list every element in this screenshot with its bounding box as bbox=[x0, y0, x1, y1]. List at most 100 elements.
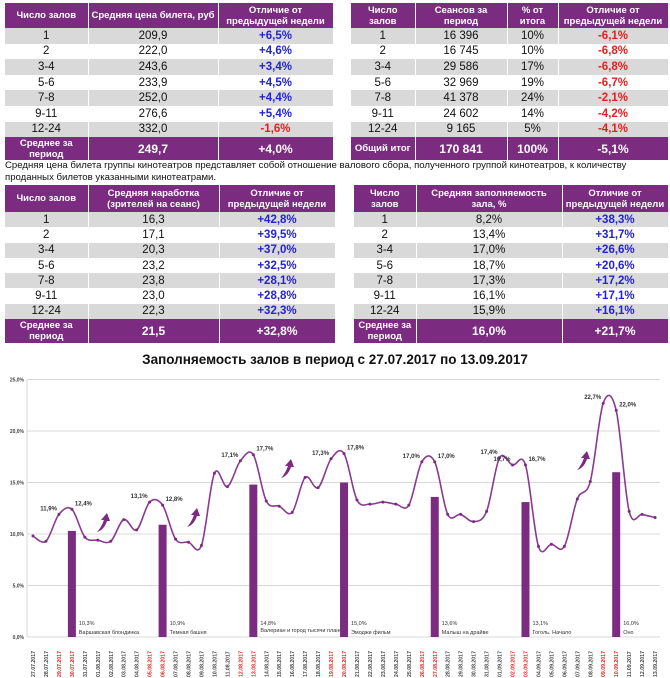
value-cell: 15,9% bbox=[416, 303, 563, 320]
data-label: 16,7% bbox=[528, 457, 546, 463]
bar-value-label: 16,0% bbox=[623, 621, 639, 627]
x-tick-label: 16.08.2017 bbox=[290, 651, 296, 677]
value-cell: 10% bbox=[507, 28, 559, 44]
x-tick-label: 12.08.2017 bbox=[238, 651, 244, 677]
occupancy-table: Число залов Средняя заполняемость зала, %… bbox=[354, 185, 669, 344]
x-tick-label: 09.08.2017 bbox=[199, 651, 205, 677]
column-header: Число залов bbox=[5, 185, 89, 212]
data-point bbox=[407, 503, 411, 507]
change-cell: +32,5% bbox=[219, 257, 336, 274]
halls-cell: 7-8 bbox=[354, 273, 417, 289]
x-tick-label: 28.08.2017 bbox=[446, 651, 452, 677]
value-cell: 22,3 bbox=[88, 303, 220, 320]
table-row: 9-11 24 602 14% -4,2% bbox=[351, 105, 669, 122]
value-cell: 17,0% bbox=[416, 242, 563, 258]
x-tick-label: 05.09.2017 bbox=[549, 651, 555, 677]
table-row: 12-24 332,0 -1,6% bbox=[5, 121, 334, 138]
x-tick-label: 31.07.2017 bbox=[83, 651, 89, 677]
total-value: 100% bbox=[507, 137, 559, 161]
value-cell: 20,3 bbox=[88, 242, 220, 258]
table-row: 7-8 17,3% +17,2% bbox=[354, 273, 669, 289]
table-row: 5-6 233,9 +4,5% bbox=[5, 74, 334, 91]
x-tick-label: 10.08.2017 bbox=[212, 651, 218, 677]
value-cell: 23,2 bbox=[88, 257, 220, 274]
price-table: Число залов Средняя цена билета, руб Отлич… bbox=[5, 3, 334, 161]
halls-cell: 2 bbox=[5, 43, 89, 60]
y-tick-label: 5,0% bbox=[13, 584, 25, 590]
x-tick-label: 31.08.2017 bbox=[485, 651, 491, 677]
halls-cell: 12-24 bbox=[5, 121, 89, 138]
data-point bbox=[277, 504, 281, 508]
y-tick-label: 0,0% bbox=[13, 635, 25, 641]
table-row: 9-11 276,6 +5,4% bbox=[5, 105, 334, 122]
bar bbox=[612, 472, 621, 637]
data-label: 17,8% bbox=[347, 446, 365, 452]
data-point bbox=[433, 460, 437, 464]
y-tick-label: 15,0% bbox=[10, 481, 25, 487]
data-point bbox=[148, 500, 152, 504]
data-point bbox=[640, 512, 644, 516]
data-point bbox=[381, 500, 385, 504]
data-point bbox=[83, 535, 87, 539]
data-point bbox=[225, 485, 229, 489]
total-value: -5,1% bbox=[558, 137, 669, 161]
attendance-table: Число залов Средняя наработка (зрителей н… bbox=[5, 185, 336, 344]
halls-cell: 1 bbox=[5, 212, 89, 228]
change-cell: -6,8% bbox=[558, 43, 669, 60]
value-cell: 8,2% bbox=[416, 212, 563, 228]
x-tick-label: 18.08.2017 bbox=[316, 651, 322, 677]
total-row: Среднее за период 249,7 +4,0% bbox=[5, 137, 334, 161]
x-tick-label: 06.09.2017 bbox=[562, 651, 568, 677]
data-point bbox=[122, 518, 126, 522]
data-point bbox=[329, 457, 333, 461]
change-cell: +6,5% bbox=[218, 28, 334, 44]
column-header: Отличие от предыдущей недели bbox=[219, 185, 336, 212]
total-value: +32,8% bbox=[219, 319, 336, 344]
data-point bbox=[562, 544, 566, 548]
table-row: 3-4 20,3 +37,0% bbox=[5, 242, 336, 258]
change-cell: +42,8% bbox=[219, 212, 336, 228]
x-tick-label: 26.08.2017 bbox=[420, 651, 426, 677]
y-tick-label: 25,0% bbox=[10, 378, 25, 384]
total-value: +4,0% bbox=[218, 137, 334, 161]
bar-value-label: 14,8% bbox=[260, 621, 276, 627]
value-cell: 17,1 bbox=[88, 227, 220, 243]
x-tick-label: 13.09.2017 bbox=[653, 651, 659, 677]
value-cell: 18,7% bbox=[416, 257, 563, 274]
data-point bbox=[627, 509, 631, 513]
change-cell: +39,5% bbox=[219, 227, 336, 243]
data-point bbox=[264, 499, 268, 503]
halls-cell: 12-24 bbox=[351, 121, 416, 138]
x-tick-label: 23.08.2017 bbox=[381, 651, 387, 677]
value-cell: 17% bbox=[507, 59, 559, 75]
table-header-row: Число залов Средняя наработка (зрителей н… bbox=[5, 185, 336, 212]
data-point bbox=[420, 460, 424, 464]
data-point bbox=[472, 520, 476, 524]
value-cell: 276,6 bbox=[88, 105, 219, 122]
table-row: 5-6 18,7% +20,6% bbox=[354, 257, 669, 274]
value-cell: 16,1% bbox=[416, 288, 563, 304]
data-point bbox=[31, 534, 35, 538]
y-tick-label: 20,0% bbox=[10, 429, 25, 435]
sessions-table: Число залов Сеансов за период% от итога От… bbox=[351, 3, 669, 161]
change-cell: +31,7% bbox=[562, 227, 669, 243]
trend-arrow-icon bbox=[281, 459, 294, 478]
halls-cell: 3-4 bbox=[5, 242, 89, 258]
value-cell: 10% bbox=[507, 43, 559, 60]
halls-cell: 3-4 bbox=[5, 59, 89, 75]
data-point bbox=[161, 503, 165, 507]
x-tick-label: 02.08.2017 bbox=[109, 651, 115, 677]
table-row: 3-4 243,6 +3,4% bbox=[5, 59, 334, 75]
change-cell: +4,6% bbox=[218, 43, 334, 60]
value-cell: 209,9 bbox=[88, 28, 219, 44]
halls-cell: 9-11 bbox=[5, 105, 89, 122]
column-header: Сеансов за период bbox=[415, 3, 508, 28]
halls-cell: 2 bbox=[351, 43, 416, 60]
x-tick-label: 12.09.2017 bbox=[640, 651, 646, 677]
total-label: Среднее за период bbox=[5, 137, 89, 161]
total-value: 170 841 bbox=[415, 137, 508, 161]
table-row: 2 222,0 +4,6% bbox=[5, 43, 334, 60]
column-header: Средняя наработка (зрителей на сеанс) bbox=[88, 185, 220, 212]
x-tick-label: 05.08.2017 bbox=[148, 651, 154, 677]
x-tick-label: 10.09.2017 bbox=[614, 651, 620, 677]
